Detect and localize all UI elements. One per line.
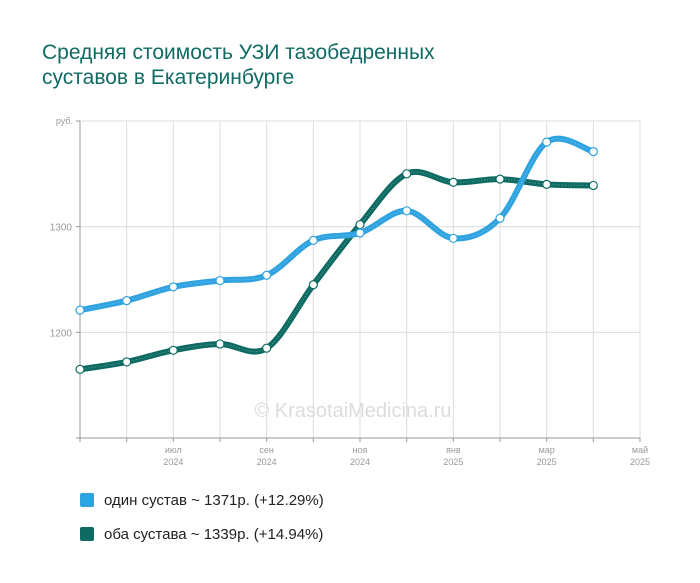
- data-point-both-joints: [75, 364, 85, 374]
- x-tick-label-year: 2025: [630, 457, 650, 467]
- data-point-both-joints: [168, 345, 178, 355]
- data-point-both-joints: [542, 179, 552, 189]
- data-point-both-joints: [215, 339, 225, 349]
- legend-swatch-one-joint: [80, 493, 94, 507]
- legend-item-both-joints[interactable]: оба сустава ~ 1339р. (+14.94%): [80, 524, 323, 544]
- x-tick-label-year: 2025: [537, 457, 557, 467]
- data-point-both-joints: [308, 280, 318, 290]
- data-point-one-joint: [308, 235, 318, 246]
- series-line-both-joints: [77, 169, 597, 373]
- data-point-both-joints: [262, 343, 272, 353]
- legend-label-both-joints: оба сустава ~ 1339р. (+14.94%): [104, 525, 324, 543]
- x-tick-label-month: ноя: [353, 445, 368, 455]
- y-tick-label: 1200: [50, 328, 73, 339]
- x-tick-label-year: 2025: [443, 457, 463, 467]
- data-point-both-joints: [588, 180, 598, 191]
- y-axis-unit-label: руб.: [56, 116, 73, 126]
- x-tick-label-year: 2024: [257, 457, 277, 467]
- x-tick-label-month: сен: [259, 445, 274, 455]
- x-tick-label-month: май: [632, 445, 648, 455]
- x-tick-label-year: 2024: [350, 457, 370, 467]
- data-point-one-joint: [495, 213, 505, 223]
- x-tick-label-month: янв: [446, 445, 461, 455]
- chart-title-line-2: суставов в Екатеринбурге: [42, 66, 295, 89]
- x-tick-label-month: июл: [165, 445, 182, 455]
- data-point-one-joint: [262, 270, 272, 280]
- chart-title-line-1: Средняя стоимость УЗИ тазобедренных: [42, 41, 435, 64]
- data-point-one-joint: [402, 206, 412, 216]
- data-point-both-joints: [122, 357, 132, 367]
- data-point-one-joint: [448, 233, 458, 243]
- watermark-text: © KrasotaiMedicina.ru: [254, 400, 451, 422]
- series-line-one-joint: [77, 135, 597, 314]
- series-line-texture-one-joint: [79, 138, 594, 311]
- data-point-one-joint: [168, 282, 178, 292]
- data-point-one-joint: [75, 305, 85, 315]
- data-point-one-joint: [122, 296, 132, 306]
- data-point-both-joints: [355, 219, 365, 230]
- y-tick-label: 1300: [50, 223, 73, 234]
- data-point-both-joints: [448, 177, 458, 187]
- data-point-both-joints: [495, 174, 505, 184]
- chart-title: Средняя стоимость УЗИ тазобедренных суст…: [42, 40, 642, 90]
- x-tick-label-month: мар: [539, 445, 555, 455]
- x-tick-label-year: 2024: [163, 457, 183, 467]
- data-point-both-joints: [402, 169, 412, 179]
- data-point-one-joint: [588, 147, 598, 157]
- series-line-texture-both-joints: [79, 171, 594, 370]
- data-point-one-joint: [355, 228, 365, 238]
- data-point-one-joint: [215, 275, 225, 286]
- legend-swatch-both-joints: [80, 527, 94, 541]
- data-point-one-joint: [542, 137, 552, 147]
- legend-item-one-joint[interactable]: один сустав ~ 1371р. (+12.29%): [80, 490, 324, 510]
- legend-label-one-joint: один сустав ~ 1371р. (+12.29%): [104, 491, 324, 509]
